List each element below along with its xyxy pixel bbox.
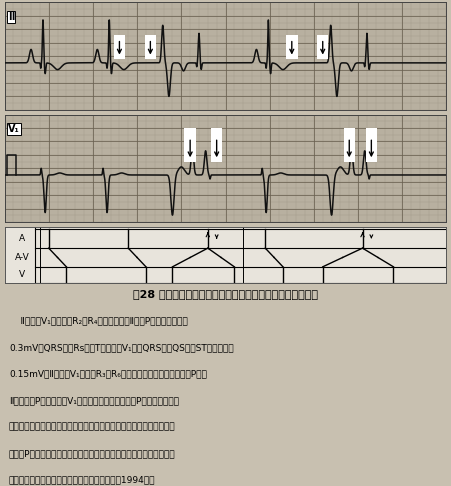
Text: Ⅱ导联逆行P波倒置，在V₁导联呲高尖直立。该逆行P波在房室交接处: Ⅱ导联逆行P波倒置，在V₁导联呲高尖直立。该逆行P波在房室交接处 — [9, 396, 179, 405]
Bar — [211, 128, 222, 161]
Bar — [286, 35, 298, 59]
Text: Ⅱ: Ⅱ — [8, 12, 14, 22]
Bar — [145, 35, 156, 59]
Bar — [184, 128, 196, 161]
Text: A: A — [19, 234, 25, 243]
Bar — [366, 128, 377, 161]
Text: A-V: A-V — [15, 253, 30, 262]
Bar — [114, 35, 125, 59]
Text: 传导引起室性反复搞动及心房回波（引自于霞，1994）。: 传导引起室性反复搞动及心房回波（引自于霞，1994）。 — [9, 476, 156, 485]
Text: 图28 频发室性早搏伴室房传导引起室性反复搏动及心房回波: 图28 频发室性早搏伴室房传导引起室性反复搏动及心房回波 — [133, 289, 318, 299]
Text: 导产生P波。心电图诊断：穦性心律、心房肥大，频发室性早搞伴室房: 导产生P波。心电图诊断：穦性心律、心房肥大，频发室性早搞伴室房 — [9, 449, 175, 458]
Text: Ⅱ导联、V₁导联示：R₂、R₄为穦性搞动，Ⅱ导联P波高大，振幅为: Ⅱ导联、V₁导联示：R₂、R₄为穦性搞动，Ⅱ导联P波高大，振幅为 — [9, 317, 188, 326]
Bar — [317, 35, 328, 59]
Bar — [344, 128, 355, 161]
Text: V: V — [19, 270, 25, 279]
Text: V₁: V₁ — [8, 124, 20, 134]
Text: 又折回前向下传激动心室，形成室性反复搞动，此反复搞动也有室房传: 又折回前向下传激动心室，形成室性反复搞动，此反复搞动也有室房传 — [9, 423, 175, 432]
Text: 0.15mV。Ⅱ导联及V₁导联的R₃及R₆均为室性早搞，其后均有逆行P波。: 0.15mV。Ⅱ导联及V₁导联的R₃及R₆均为室性早搞，其后均有逆行P波。 — [9, 370, 207, 379]
Text: 0.3mV。QRS波呲Rs型，T波浅倒。V₁导联QRS波呲QS型，ST段弓背抬高: 0.3mV。QRS波呲Rs型，T波浅倒。V₁导联QRS波呲QS型，ST段弓背抬高 — [9, 343, 234, 352]
